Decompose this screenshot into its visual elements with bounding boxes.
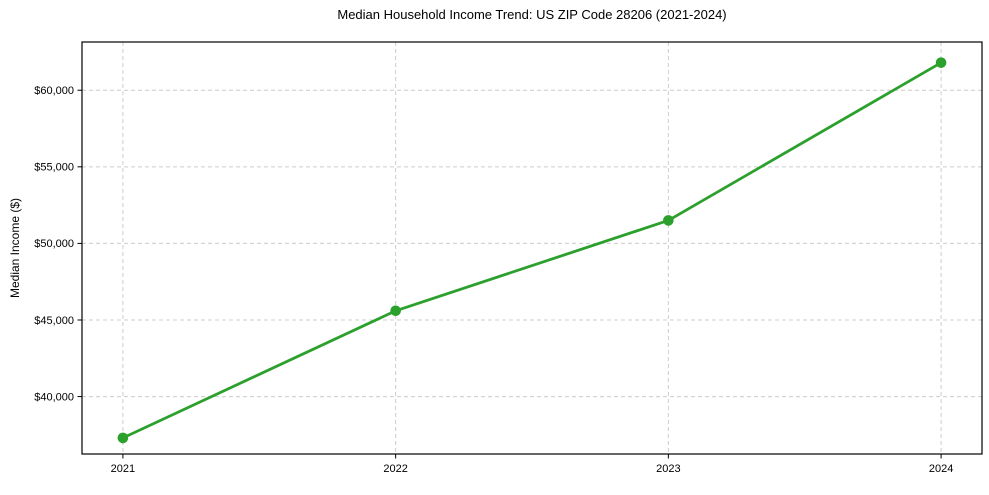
x-tick-labels: 2021 2022 2023 2024: [111, 463, 954, 475]
x-tick-label: 2022: [383, 463, 407, 475]
y-tick-labels: $40,000 $45,000 $50,000 $55,000 $60,000: [34, 85, 74, 403]
chart-title: Median Household Income Trend: US ZIP Co…: [337, 7, 727, 22]
data-point-marker: [390, 305, 401, 317]
x-tick-label: 2024: [929, 463, 953, 475]
data-point-marker: [663, 215, 674, 226]
y-tick-label: $55,000: [34, 162, 74, 174]
y-axis-label: Median Income ($): [8, 197, 22, 299]
y-tick-label: $60,000: [34, 85, 74, 97]
data-point-marker: [935, 57, 947, 68]
y-tick-label: $40,000: [34, 391, 74, 403]
axis-ticks: [77, 89, 942, 459]
income-trend-line: [121, 61, 943, 440]
data-point-markers: [117, 57, 947, 444]
data-point-marker: [117, 432, 129, 444]
x-tick-label: 2023: [656, 463, 680, 475]
plot-frame: [81, 41, 983, 455]
y-tick-label: $45,000: [34, 315, 74, 327]
y-tick-label: $50,000: [34, 238, 74, 250]
gridlines: [82, 42, 982, 454]
x-tick-label: 2021: [111, 463, 135, 475]
